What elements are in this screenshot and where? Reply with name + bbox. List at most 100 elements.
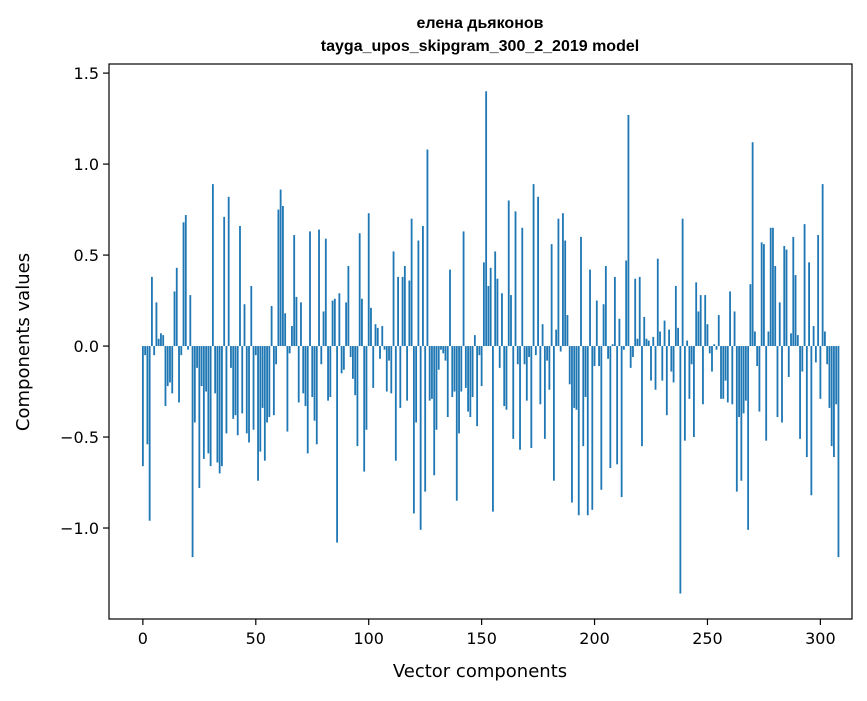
x-tick-label: 200	[579, 629, 610, 648]
bar	[580, 236, 582, 347]
bar	[826, 346, 829, 365]
bar	[419, 346, 422, 530]
bar	[835, 346, 838, 405]
bar	[726, 346, 729, 403]
bar	[399, 346, 402, 408]
bar	[699, 295, 702, 347]
y-tick-label: 0.0	[74, 337, 99, 356]
bar	[591, 346, 594, 510]
bar	[365, 346, 368, 430]
x-tick-label: 50	[246, 629, 266, 648]
bar	[548, 346, 551, 390]
bar	[833, 346, 835, 458]
bar	[173, 291, 176, 347]
bar	[512, 346, 515, 439]
bar	[756, 346, 759, 367]
bar	[595, 300, 598, 347]
bar	[191, 346, 194, 558]
bar	[604, 265, 607, 347]
bar	[801, 346, 804, 372]
bar	[381, 326, 384, 347]
bar	[144, 346, 147, 356]
bar	[178, 346, 180, 403]
bar	[281, 205, 284, 347]
bar	[340, 346, 343, 374]
bar	[146, 346, 149, 445]
x-tick-label: 100	[353, 629, 384, 648]
bar	[593, 346, 596, 367]
bar	[665, 346, 668, 416]
bar	[153, 346, 156, 356]
bar	[573, 346, 576, 408]
bar	[372, 346, 375, 388]
bar	[634, 278, 637, 347]
bar	[392, 251, 395, 347]
bar	[503, 346, 506, 407]
bar	[787, 346, 790, 377]
bar	[214, 346, 217, 394]
x-axis-label: Vector components	[393, 661, 567, 682]
bar	[435, 346, 438, 430]
bar	[708, 346, 711, 354]
bar	[248, 346, 250, 443]
bar	[324, 238, 327, 347]
bar	[352, 346, 354, 379]
bar	[616, 346, 619, 465]
bar	[345, 302, 348, 347]
bar	[747, 346, 750, 530]
bar	[227, 196, 230, 347]
bar	[672, 346, 675, 383]
bar	[654, 346, 657, 390]
bar	[772, 227, 774, 347]
bar	[562, 213, 564, 347]
bar	[586, 346, 589, 516]
bar	[311, 346, 314, 397]
bar	[598, 346, 600, 367]
y-tick-label: 1.0	[74, 155, 99, 174]
bar	[738, 346, 740, 418]
bar	[661, 346, 664, 381]
bar	[415, 346, 418, 423]
y-axis-label: Components values	[13, 253, 34, 431]
bar	[297, 346, 300, 403]
bar	[498, 346, 501, 368]
bar	[785, 249, 788, 347]
bar	[458, 346, 460, 434]
bar	[279, 189, 282, 347]
bar	[403, 265, 406, 347]
bar	[141, 346, 144, 467]
bar	[729, 291, 731, 347]
bar	[180, 346, 183, 356]
bar	[202, 346, 205, 459]
bar	[582, 346, 585, 447]
chart-title: елена дьяконов	[417, 15, 544, 32]
bar	[552, 346, 555, 481]
bar	[333, 298, 336, 347]
bar	[320, 346, 323, 365]
bar	[367, 213, 370, 347]
bar	[717, 315, 720, 347]
bar	[329, 346, 332, 397]
bar	[478, 346, 481, 356]
bar	[313, 346, 316, 421]
bar	[354, 346, 357, 396]
bar	[525, 346, 528, 401]
bar	[688, 346, 691, 399]
bar	[162, 335, 165, 347]
bar	[803, 224, 806, 347]
plot-frame	[108, 63, 853, 620]
bar	[638, 276, 641, 347]
bar	[828, 346, 831, 408]
bar	[724, 346, 727, 381]
bar	[401, 276, 404, 347]
bar	[763, 244, 765, 347]
bar	[428, 346, 431, 401]
bar	[302, 346, 305, 394]
bar	[659, 331, 661, 347]
bar	[440, 346, 442, 350]
bar	[837, 346, 840, 558]
bar	[379, 346, 381, 359]
bar	[388, 346, 390, 361]
bar	[566, 315, 569, 347]
bar	[521, 227, 524, 347]
